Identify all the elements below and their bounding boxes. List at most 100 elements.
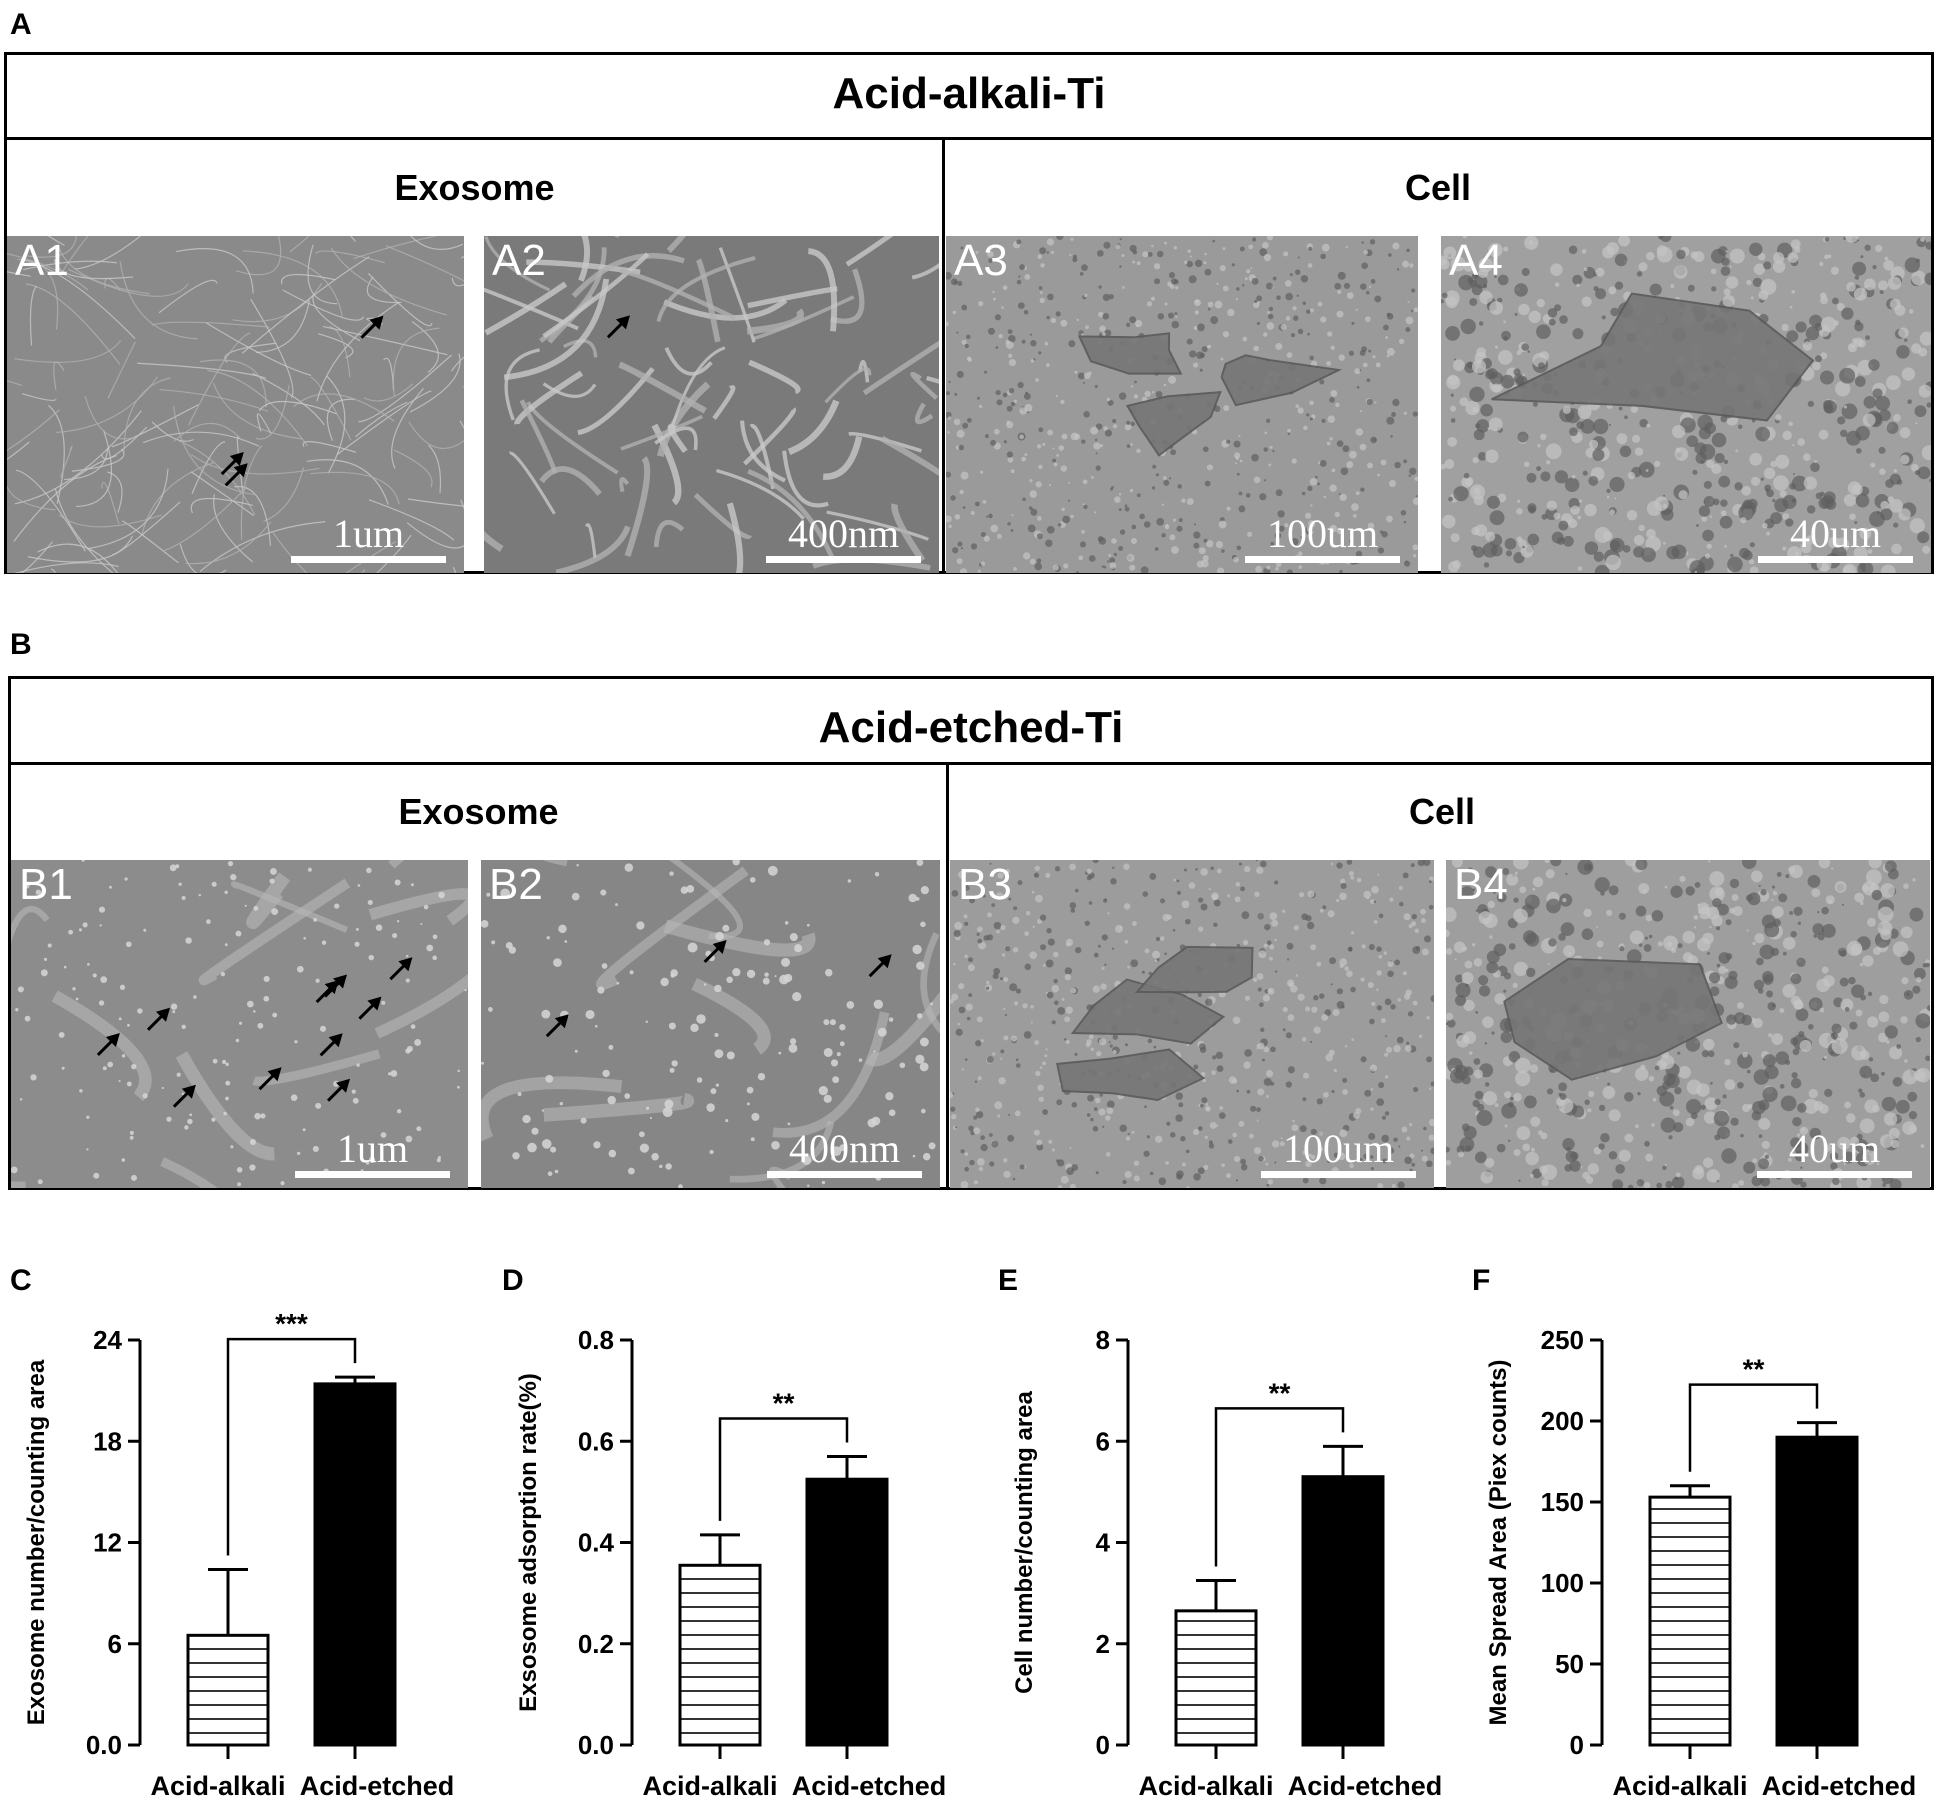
panel-letter: E — [998, 1264, 1018, 1297]
bar-acid-etched — [1301, 1475, 1385, 1747]
y-tick-label: 0.4 — [578, 1528, 615, 1558]
black-arrow-icon — [258, 1067, 282, 1091]
bar-chart-d: D Exsosome adsorption rate(%) 0.0 0.2 0.4 0.6… — [492, 1250, 962, 1801]
scale-bar-label: 100um — [1266, 511, 1379, 556]
significance-bracket — [1688, 1383, 1819, 1472]
y-tick-label: 18 — [93, 1426, 122, 1456]
scale-bar-label: 1um — [336, 1126, 409, 1171]
sem-image-a2: A2 400nm — [484, 236, 939, 573]
panel-letter-a: A — [10, 8, 32, 41]
bar-acid-etched — [313, 1382, 397, 1747]
x-tick-label: Acid-etched — [1762, 1771, 1917, 1801]
x-tick-label: Acid-alkali — [642, 1771, 777, 1801]
scale-bar — [1245, 556, 1400, 563]
significance-marker: *** — [275, 1308, 308, 1339]
sem-texture — [946, 236, 1418, 573]
y-tick-label: 150 — [1541, 1487, 1584, 1517]
bar-acid-alkali — [186, 1633, 270, 1747]
sem-image-label: B3 — [958, 860, 1012, 909]
sem-image-label: A1 — [15, 236, 69, 285]
scale-bar-label: 1um — [332, 511, 405, 556]
x-tick-label: Acid-alkali — [1612, 1771, 1747, 1801]
panel-letter: F — [1472, 1264, 1490, 1297]
panel-b-column-divider — [946, 762, 949, 1190]
bar-acid-alkali — [1648, 1495, 1732, 1747]
black-arrow-icon — [868, 954, 892, 978]
panel-b-exosome-label: Exosome — [398, 791, 559, 832]
x-tick-label: Acid-alkali — [150, 1771, 285, 1801]
significance-marker: ** — [1743, 1354, 1765, 1385]
scale-bar-label: 400nm — [787, 511, 900, 556]
y-axis-label: Exosome number/counting area — [23, 1359, 50, 1725]
sem-image-label: B2 — [489, 860, 543, 909]
black-arrow-icon — [545, 1014, 569, 1038]
sem-texture — [1441, 236, 1931, 573]
y-tick-label: 200 — [1541, 1406, 1584, 1436]
bar-chart-e: E Cell number/counting area 0 2 4 6 8 Acid-alka… — [988, 1250, 1458, 1801]
panel-a-title: Acid-alkali-Ti — [832, 69, 1106, 118]
y-tick-label: 50 — [1555, 1649, 1584, 1679]
sem-image-label: B4 — [1454, 860, 1508, 909]
panel-a-title-divider — [7, 137, 1931, 140]
y-tick-label: 0.0 — [578, 1730, 614, 1760]
sem-texture — [7, 236, 464, 573]
sem-image-b4: B4 40um — [1446, 860, 1930, 1188]
black-arrow-icon — [323, 974, 347, 998]
y-tick-label: 0.6 — [578, 1426, 614, 1456]
x-tick-label: Acid-etched — [300, 1771, 455, 1801]
y-tick-label: 2 — [1096, 1629, 1110, 1659]
bar-acid-etched — [1775, 1435, 1859, 1747]
sem-image-b1: B1 1um — [11, 860, 468, 1188]
sem-image-label: A4 — [1449, 236, 1503, 285]
y-tick-label: 0 — [1096, 1730, 1110, 1760]
bar-acid-alkali — [1174, 1609, 1258, 1747]
x-tick-label: Acid-alkali — [1138, 1771, 1273, 1801]
scale-bar-label: 40um — [1789, 511, 1882, 556]
sem-texture — [481, 860, 940, 1188]
panel-letter: D — [502, 1264, 524, 1297]
black-arrow-icon — [220, 452, 244, 476]
panel-a-exosome-label: Exosome — [394, 167, 555, 208]
black-arrow-icon — [319, 1033, 343, 1057]
bar-acid-etched — [805, 1477, 889, 1747]
panel-b-title-divider — [11, 762, 1931, 765]
sem-texture — [1446, 860, 1930, 1188]
sem-image-b2: B2 400nm — [481, 860, 940, 1188]
panel-b-title: Acid-etched-Ti — [818, 703, 1124, 752]
y-axis-label: Mean Spread Area (Piex counts) — [1485, 1360, 1512, 1726]
bar-acid-alkali — [678, 1563, 762, 1747]
x-tick-label: Acid-etched — [1288, 1771, 1443, 1801]
scale-bar — [1758, 556, 1913, 563]
significance-marker: ** — [773, 1387, 795, 1418]
significance-marker: ** — [1269, 1377, 1291, 1408]
black-arrow-icon — [96, 1032, 120, 1057]
black-arrow-icon — [315, 980, 339, 1004]
scale-bar-label: 40um — [1788, 1126, 1881, 1171]
y-tick-label: 0 — [1570, 1730, 1584, 1760]
panel-letter-b: B — [10, 628, 32, 661]
y-tick-label: 100 — [1541, 1568, 1584, 1598]
scale-bar — [291, 556, 446, 563]
y-axis-label: Cell number/counting area — [1011, 1390, 1038, 1693]
y-tick-label: 24 — [93, 1325, 122, 1355]
black-arrow-icon — [703, 939, 727, 964]
scale-bar-label: 400nm — [788, 1126, 901, 1171]
black-arrow-icon — [360, 315, 384, 339]
significance-bracket — [718, 1417, 849, 1521]
bar-chart-f: F Mean Spread Area (Piex counts) 0 50 100 150… — [1462, 1250, 1932, 1801]
y-tick-label: 6 — [108, 1629, 122, 1659]
sem-image-a1: A1 1um — [7, 236, 464, 573]
y-tick-label: 0.8 — [578, 1325, 614, 1355]
y-axis-label: Exsosome adsorption rate(%) — [515, 1373, 542, 1712]
black-arrow-icon — [146, 1007, 171, 1031]
significance-bracket — [226, 1337, 357, 1556]
panel-letter: C — [10, 1264, 32, 1297]
black-arrow-icon — [326, 1078, 351, 1102]
sem-texture — [950, 860, 1434, 1188]
sem-image-label: A2 — [492, 236, 546, 285]
sem-image-label: A3 — [954, 236, 1008, 285]
sem-image-a4: A4 40um — [1441, 236, 1931, 573]
sem-texture — [484, 236, 939, 573]
scale-bar — [1757, 1171, 1912, 1178]
black-arrow-icon — [389, 957, 413, 981]
